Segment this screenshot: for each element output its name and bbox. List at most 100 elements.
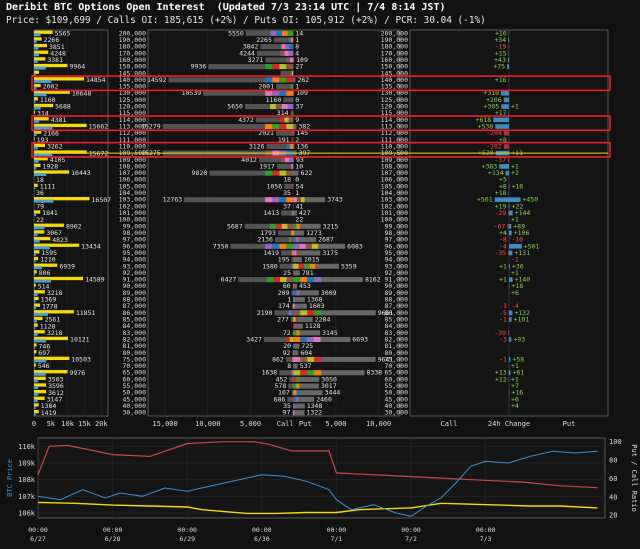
- call-change-label: -5: [499, 309, 507, 317]
- put-expiry-segment: [307, 310, 315, 316]
- call-value-label: 2021: [258, 129, 274, 137]
- put-oi-bar: [293, 223, 321, 229]
- call-value-label: 97: [283, 409, 291, 417]
- call-oi-bar: [162, 123, 294, 130]
- strike-label-left: 92,000: [123, 269, 147, 277]
- left-call-share-bar: [34, 199, 54, 203]
- put-oi-bar: [293, 403, 305, 409]
- call-oi-bar: [256, 50, 294, 56]
- change-x-tick-label: Call: [441, 420, 458, 428]
- left-total-bar: [34, 250, 40, 254]
- put-oi-bar: [293, 197, 326, 203]
- left-bar-value-label: 3218: [47, 289, 63, 297]
- put-expiry-segment: [305, 243, 312, 249]
- call-change-label: -67: [494, 222, 506, 230]
- call-expiry-segment: [289, 336, 294, 342]
- put-change-label: +6: [511, 395, 519, 403]
- left-x-tick-label: 20k: [95, 420, 108, 428]
- left-call-share-bar: [34, 312, 48, 316]
- left-bar-value-label: 5565: [55, 29, 71, 37]
- left-bar-value-label: 3503: [48, 376, 64, 384]
- call-change-label: +19: [495, 202, 507, 210]
- time-tick-label: 00:00: [252, 526, 272, 534]
- left-total-bar: [34, 90, 70, 94]
- highlight-box: [31, 75, 611, 92]
- put-change-label: +18: [511, 182, 523, 190]
- call-expiry-segment: [265, 170, 273, 176]
- left-x-tick-label: 5k: [47, 420, 56, 428]
- left-bar-value-label: 4823: [52, 236, 68, 244]
- call-change-bar: [501, 104, 509, 109]
- left-bar-value-label: 8902: [66, 222, 82, 230]
- put-expiry-segment: [293, 223, 297, 229]
- put-change-label: +89: [513, 222, 525, 230]
- put-expiry-segment: [293, 316, 296, 323]
- put-value-label: 604: [300, 349, 312, 357]
- put-value-label: 22: [295, 216, 303, 224]
- call-expiry-segment: [286, 197, 294, 203]
- left-bar-value-label: 3147: [47, 395, 63, 403]
- strike-label-left: 140,000: [119, 76, 146, 84]
- call-oi-bar: [245, 30, 294, 36]
- call-value-label: 2136: [257, 236, 273, 244]
- left-bar-value-label: 22: [36, 216, 44, 224]
- strike-label-left: 112,000: [119, 129, 146, 137]
- strike-label-left: 113,000: [119, 122, 146, 130]
- left-total-bar: [34, 270, 37, 274]
- call-value-label: 20: [283, 342, 291, 350]
- middle-x-tick-label: 15,000: [152, 420, 177, 428]
- put-oi-bar: [293, 77, 296, 83]
- put-oi-bar: [293, 263, 339, 269]
- call-oi-bar: [281, 210, 294, 216]
- call-expiry-segment: [291, 230, 294, 236]
- middle-x-tick-label: 5,000: [240, 420, 261, 428]
- call-value-label: 314: [277, 109, 289, 117]
- put-expiry-segment: [300, 336, 307, 342]
- call-oi-bar: [209, 170, 294, 176]
- call-expiry-segment: [286, 336, 290, 342]
- call-expiry-segment: [265, 90, 273, 96]
- put-change-label: +93: [513, 335, 525, 343]
- call-change-label: +206: [486, 96, 502, 104]
- left-bar-value-label: 10648: [72, 89, 92, 97]
- left-bar-value-label: 3067: [46, 229, 62, 237]
- strike-label-right: 105,000: [381, 182, 408, 190]
- middle-x-tick-label: 10,000: [195, 420, 220, 428]
- strike-label-right: 87,000: [385, 302, 409, 310]
- call-expiry-segment: [290, 310, 294, 316]
- put-expiry-segment: [293, 370, 301, 376]
- call-value-label: 5687: [227, 222, 243, 230]
- call-change-label: +561: [477, 196, 493, 204]
- call-change-label: -29: [495, 209, 507, 217]
- call-oi-bar: [291, 137, 294, 143]
- pcr-tick-label: 40: [609, 493, 617, 501]
- left-call-share-bar: [34, 106, 41, 110]
- strike-label-right: 190,000: [381, 36, 408, 44]
- put-oi-bar: [293, 170, 299, 176]
- put-oi-bar: [293, 237, 317, 243]
- left-call-share-bar: [34, 266, 43, 270]
- left-bar-value-label: 18: [36, 176, 44, 184]
- chart-subtitle: Price: $109,699 / Calls OI: 185,615 (+2%…: [6, 15, 486, 26]
- put-change-bar: [509, 224, 512, 229]
- strike-label-left: 105,000: [119, 182, 146, 190]
- left-total-bar: [34, 223, 64, 227]
- call-oi-bar: [285, 356, 294, 362]
- put-value-label: 725: [301, 342, 313, 350]
- put-expiry-segment: [299, 243, 306, 249]
- strike-label-left: 145,000: [119, 69, 146, 77]
- left-call-share-bar: [34, 53, 40, 57]
- put-oi-bar: [293, 57, 295, 63]
- call-oi-bar: [230, 243, 294, 249]
- left-call-share-bar: [34, 406, 36, 410]
- call-value-label: 167: [278, 389, 290, 397]
- put-expiry-segment: [293, 250, 297, 256]
- strike-label-right: 60,000: [385, 375, 409, 383]
- call-change-label: +5: [499, 176, 507, 184]
- put-expiry-segment: [313, 336, 321, 342]
- put-expiry-segment: [293, 303, 295, 309]
- call-oi-bar: [289, 376, 294, 382]
- left-total-bar: [34, 389, 47, 394]
- strike-label-right: 170,000: [381, 49, 408, 57]
- left-total-bar: [34, 137, 35, 141]
